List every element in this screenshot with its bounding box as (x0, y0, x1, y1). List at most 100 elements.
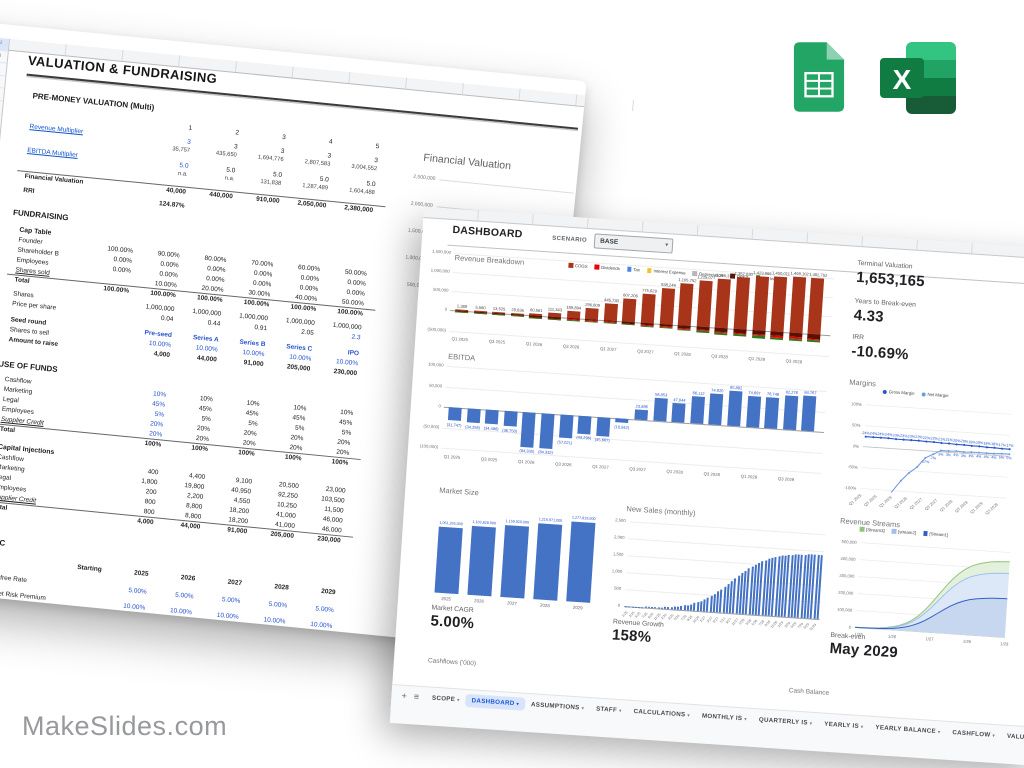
x-tick: Q3 2026 (554, 461, 572, 468)
axis-tick: 50,000 (428, 382, 443, 389)
tab-assumptions[interactable]: ASSUMPTIONS ▾ (530, 701, 585, 712)
chevron-down-icon: ▾ (581, 705, 585, 711)
legend-item: [stream2] (891, 528, 916, 535)
svg-text:100,000: 100,000 (837, 607, 853, 613)
x-tick: Q1 2027 (599, 345, 617, 353)
chevron-down-icon: ▾ (809, 720, 813, 726)
table-cell: 1,000,000 (145, 303, 175, 314)
chevron-down-icon: ▾ (860, 724, 864, 730)
market-cagr-value: 5.00% (430, 612, 475, 633)
svg-text:200,000: 200,000 (838, 590, 854, 596)
row-label: Employees (16, 256, 49, 267)
x-tick: Q3 2027 (629, 466, 646, 473)
table-cell: 20% (336, 438, 351, 447)
row-label: Total (0, 425, 16, 435)
sheet-list-button[interactable]: ≡ (413, 691, 420, 702)
table-cell: Series A (192, 334, 219, 344)
tab-valuation[interactable]: VALUATION▾ (1006, 732, 1024, 743)
bar (715, 278, 732, 329)
tab-cashflow[interactable]: CASHFLOW ▾ (952, 729, 996, 739)
legend-item: Dividends (594, 264, 620, 271)
add-sheet-button[interactable]: + (401, 690, 408, 701)
svg-text:4%: 4% (983, 455, 989, 459)
years-to-breakeven-value: 4.33 (853, 306, 885, 326)
svg-text:19%: 19% (968, 440, 976, 445)
svg-text:0: 0 (849, 625, 852, 630)
margins-chart: 100%50%0%-50%-100%24% 24% 24% 24% 23% 23% 23% 2… (844, 401, 1014, 515)
tab-calculations[interactable]: CALCULATIONS ▾ (633, 708, 691, 719)
x-tick: 2029 (572, 604, 583, 611)
svg-text:Q3 2029: Q3 2029 (984, 501, 999, 515)
bar (752, 276, 769, 331)
margins-title: Margins (849, 377, 877, 389)
irr-value: -10.69% (850, 342, 910, 364)
row-label: Cashflow (0, 453, 25, 464)
bar (637, 606, 641, 608)
svg-text:100%: 100% (851, 401, 862, 407)
bar (466, 408, 481, 424)
table-cell: 0.00% (346, 288, 366, 298)
bar (807, 277, 825, 335)
x-tick: 2026 (473, 598, 485, 604)
table-link[interactable]: EBITDA Multiplier (26, 147, 79, 160)
svg-text:18%: 18% (991, 442, 999, 447)
table-cell: 45% (198, 405, 213, 414)
svg-text:Q3 2026: Q3 2026 (893, 495, 908, 509)
row-label: Founder (18, 236, 43, 246)
tab-quarterly-is[interactable]: QUARTERLY IS ▾ (758, 716, 813, 727)
x-tick: Q1 2025 (443, 453, 461, 460)
svg-text:500,000: 500,000 (841, 539, 857, 545)
table-cell: Series C (285, 343, 313, 353)
svg-text:18%: 18% (983, 442, 991, 447)
tab-scope[interactable]: SCOPE ▾ (431, 694, 460, 704)
svg-text:17%: 17% (1006, 443, 1014, 448)
table-cell: 0.04 (160, 314, 174, 324)
tab-yearly-balance[interactable]: YEARLY BALANCE ▾ (875, 724, 941, 736)
svg-text:21%: 21% (945, 438, 953, 443)
svg-text:5%: 5% (1006, 456, 1012, 460)
bar (641, 606, 644, 608)
svg-text:300,000: 300,000 (839, 573, 855, 579)
section-heading: Cap Table (19, 226, 52, 237)
table-cell: 2.3 (351, 333, 361, 342)
bar (686, 604, 690, 611)
row-label: Risk-free Rate (0, 573, 28, 585)
table-cell: 1,800 (140, 477, 158, 487)
legend-item: Net Margin (921, 391, 949, 398)
table-cell: 3 (281, 133, 287, 142)
bar (566, 521, 596, 603)
scenario-select[interactable]: BASE ▾ (593, 233, 674, 254)
tab-yearly-is[interactable]: YEARLY IS ▾ (824, 720, 864, 730)
axis-tick: 0 (617, 602, 621, 608)
table-cell: 10.00% (195, 344, 219, 354)
bar-segment (770, 336, 784, 340)
table-cell: 92,250 (277, 491, 299, 501)
tab-dashboard[interactable]: DASHBOARD ▾ (465, 693, 526, 711)
x-tick: Q3 2025 (480, 456, 498, 463)
table-link[interactable]: Revenue Multiplier (29, 123, 84, 136)
bar (673, 606, 676, 610)
bar (680, 605, 683, 610)
svg-text:Q1 2027: Q1 2027 (908, 496, 923, 510)
table-cell: 1,000,000 (192, 307, 222, 318)
bar (660, 607, 663, 609)
row-label: Total (0, 503, 8, 512)
svg-text:22%: 22% (930, 436, 938, 441)
table-cell: 60.00% (297, 264, 321, 274)
table-cell: 20% (196, 424, 211, 434)
legend-item: COGS (568, 262, 588, 269)
irr-label: IRR (852, 333, 865, 342)
bar-segment (659, 326, 673, 330)
table-cell: 2027 (227, 578, 243, 588)
tab-staff[interactable]: STAFF ▾ (595, 705, 622, 714)
bar-segment (640, 325, 654, 327)
table-cell: 50.00% (344, 268, 368, 278)
axis-tick: 1,500 (612, 551, 624, 557)
gridline (439, 179, 574, 194)
svg-text:19%: 19% (976, 441, 984, 446)
table-cell: 11,500 (323, 505, 344, 515)
row-label: Employees (0, 483, 27, 494)
tab-monthly-is[interactable]: MONTHLY IS ▾ (701, 712, 748, 723)
table-cell: 2.05 (300, 328, 315, 337)
